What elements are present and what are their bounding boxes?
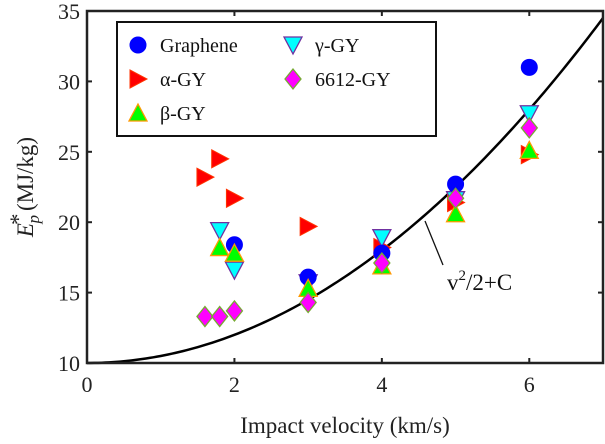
fit-curve-layer: [86, 17, 604, 365]
data-point-gy: [224, 261, 245, 281]
axes: [85, 9, 605, 365]
data-point-gy: [209, 221, 230, 242]
legend-label: β-GY: [160, 103, 206, 125]
data-point-gy: [299, 216, 319, 237]
data-point-gy: [196, 167, 216, 187]
curve-annotation: v2/2+C: [424, 220, 512, 295]
legend-label: γ-GY: [314, 35, 359, 57]
plot-frame: [85, 9, 605, 365]
y-tick-label: 20: [58, 210, 80, 235]
data-point-gy: [225, 188, 245, 209]
data-point-6612-gy: [196, 305, 214, 328]
data-point-6612-gy: [373, 251, 391, 275]
tick-labels: 0 2 4 6 10 15 20 25 30 35: [58, 0, 535, 397]
legend-marker: [284, 67, 302, 91]
legend-item: Graphene: [129, 35, 238, 57]
legend-item: β-GY: [127, 102, 206, 125]
data-point-6612-gy: [520, 116, 539, 139]
legend-label: Graphene: [160, 35, 238, 57]
legend-label: α-GY: [160, 69, 206, 91]
data-point-6612-gy: [446, 187, 465, 210]
data-point-gy: [519, 105, 540, 125]
y-tick-label: 25: [58, 140, 80, 165]
data-point-gy: [209, 237, 230, 257]
data-point-graphene: [520, 58, 538, 76]
data-point-6612-gy: [225, 299, 244, 322]
y-tick-label: 15: [58, 281, 80, 306]
svg-text:E*p(MJ/kg): E*p (MJ/kg): [6, 137, 43, 238]
annotation-leader-line: [424, 220, 444, 266]
y-tick-label: 35: [58, 0, 80, 24]
data-point-6612-gy: [299, 291, 317, 314]
y-label-sub: p: [24, 215, 43, 225]
y-tick-label: 30: [58, 69, 80, 94]
x-tick-label: 2: [229, 372, 240, 397]
y-axis-label: E*p (MJ/kg): [6, 137, 43, 238]
legend-marker: [129, 69, 149, 89]
legend-item: 6612-GY: [284, 67, 391, 91]
legend-marker: [129, 36, 147, 54]
x-tick-label: 0: [82, 372, 93, 397]
marker-layer: [196, 58, 540, 328]
annotation-text: v2/2+C: [447, 268, 512, 295]
data-point-gy: [224, 242, 245, 262]
legend: Graphene α-GY β-GY γ-GY 6612-GY: [116, 21, 437, 137]
y-label-sup: *: [6, 214, 31, 226]
data-point-gy: [371, 229, 392, 249]
data-point-gy: [211, 149, 230, 169]
x-tick-label: 6: [524, 372, 535, 397]
legend-marker: [282, 36, 304, 56]
data-point-gy: [445, 203, 466, 223]
y-label-units: (MJ/kg): [13, 137, 38, 211]
y-label-main: E: [13, 223, 38, 238]
legend-item: α-GY: [129, 69, 206, 91]
legend-marker: [127, 102, 149, 122]
data-point-gy: [519, 140, 540, 160]
y-tick-label: 10: [58, 351, 80, 376]
legend-label: 6612-GY: [315, 69, 391, 91]
data-point-6612-gy: [210, 305, 229, 328]
x-tick-label: 4: [376, 372, 387, 397]
legend-item: γ-GY: [282, 35, 359, 57]
legend-box: [116, 21, 437, 137]
x-axis-label: Impact velocity (km/s): [240, 413, 450, 438]
fit-curve: [86, 17, 604, 365]
